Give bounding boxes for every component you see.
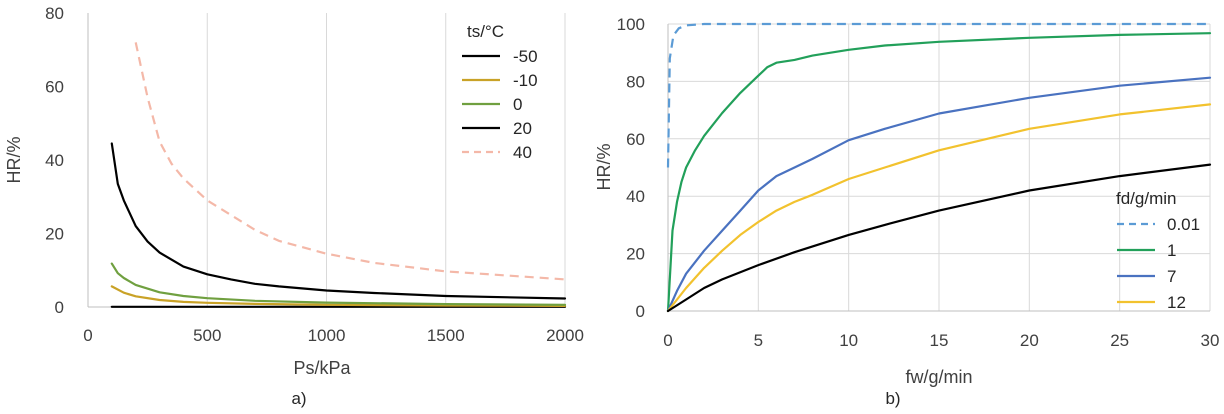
series-line-7 [666, 76, 1212, 313]
x-tick-label: 1000 [308, 326, 346, 345]
chart-panel-b: 0 5 10 15 20 25 30 0 20 40 60 80 100 fw/g/min HR/% fd/g… [594, 15, 1219, 387]
x-tick-label: 2000 [546, 326, 584, 345]
x-tick-label: 15 [930, 331, 949, 350]
series-line-12 [666, 103, 1212, 313]
legend-title: ts/°C [467, 22, 504, 41]
y-tick-label: 40 [45, 151, 64, 170]
x-tick-label: 500 [193, 326, 221, 345]
series-line-0.01 [666, 22, 1210, 168]
y-tick-label: 80 [45, 4, 64, 23]
x-axis-label: Ps/kPa [293, 358, 351, 378]
legend-title: fd/g/min [1116, 189, 1176, 208]
y-tick-label: 0 [636, 302, 645, 321]
caption-b: b) [885, 389, 900, 408]
y-axis-label: HR/% [4, 136, 24, 183]
series-line-unlabeled [666, 163, 1212, 313]
y-axis-label: HR/% [594, 143, 614, 190]
caption-a: a) [291, 389, 306, 408]
y-tick-label: 60 [626, 130, 645, 149]
x-tick-label: 20 [1020, 331, 1039, 350]
x-tick-label: 10 [839, 331, 858, 350]
series-line-0 [110, 262, 567, 306]
x-tick-label: 25 [1110, 331, 1129, 350]
y-tick-label: 20 [626, 245, 645, 264]
y-tick-label: 0 [55, 298, 64, 317]
legend-label-40: 40 [513, 143, 532, 162]
x-tick-label: 0 [663, 331, 672, 350]
legend-label-20: 20 [513, 119, 532, 138]
legend-label-12: 12 [1167, 293, 1186, 312]
y-tick-label: 100 [617, 15, 645, 34]
x-tick-label: 1500 [427, 326, 465, 345]
chart-panel-a: 0 500 1000 1500 2000 0 20 40 60 80 Ps/kPa HR/% ts/°C… [4, 4, 584, 378]
y-tick-label: 80 [626, 72, 645, 91]
legend-label--10: -10 [513, 71, 538, 90]
x-tick-label: 0 [83, 326, 92, 345]
legend-label-0.01: 0.01 [1167, 215, 1200, 234]
legend-label-0: 0 [513, 95, 522, 114]
x-tick-label: 5 [754, 331, 763, 350]
legend-label-7: 7 [1167, 267, 1176, 286]
x-axis-label: fw/g/min [905, 367, 972, 387]
y-tick-label: 60 [45, 78, 64, 97]
legend-label--50: -50 [513, 47, 538, 66]
y-tick-label: 20 [45, 225, 64, 244]
series-line--10 [110, 285, 567, 307]
series-line-1 [666, 32, 1212, 313]
series-line-20 [110, 142, 567, 300]
x-tick-label: 30 [1201, 331, 1220, 350]
y-tick-label: 40 [626, 187, 645, 206]
legend-label-1: 1 [1167, 241, 1176, 260]
series-line-40 [134, 42, 566, 281]
